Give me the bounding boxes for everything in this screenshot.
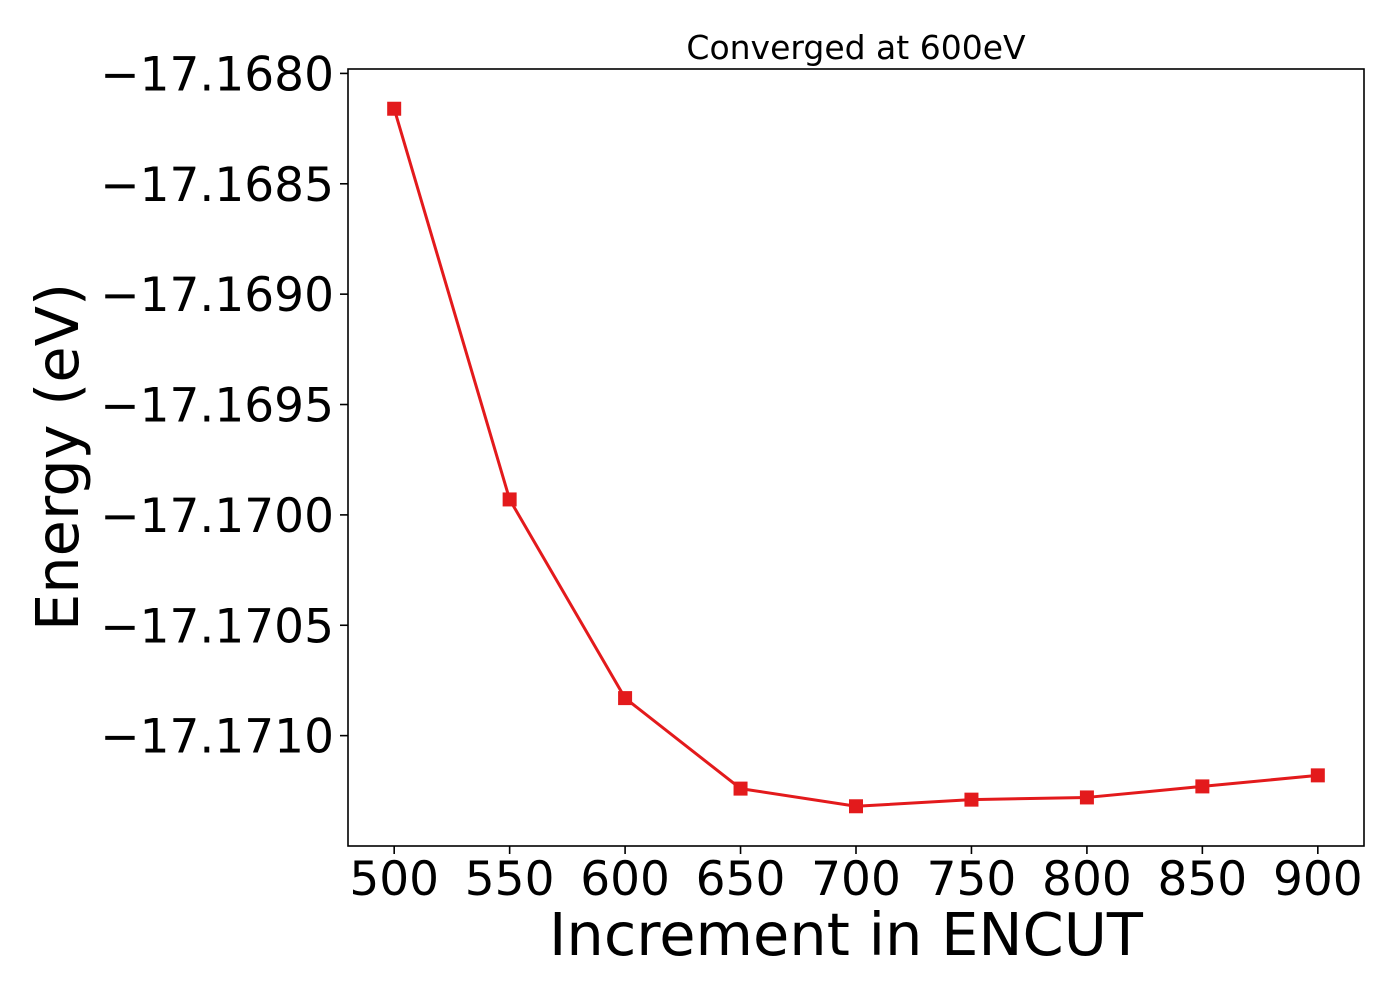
data-point-marker <box>964 792 979 807</box>
x-tick-label: 750 <box>927 852 1017 907</box>
y-tick-label: −17.1680 <box>100 47 334 102</box>
data-point-marker <box>502 492 517 507</box>
x-tick-label: 550 <box>465 852 555 907</box>
x-tick-label: 500 <box>349 852 439 907</box>
y-tick-label: −17.1685 <box>100 158 334 213</box>
y-tick-label: −17.1705 <box>100 599 334 654</box>
data-point-marker <box>618 691 633 706</box>
data-point-marker <box>1079 790 1094 805</box>
x-tick-label: 850 <box>1158 852 1248 907</box>
data-point-marker <box>733 781 748 796</box>
y-axis-label: Energy (eV) <box>23 283 92 631</box>
y-tick-label: −17.1690 <box>100 268 334 323</box>
y-axis-ticks: −17.1680 −17.1685 −17.1690 −17.1695 −17.1700… <box>100 47 348 765</box>
x-axis-label: Increment in ENCUT <box>549 900 1144 969</box>
plot-area-frame <box>347 68 1365 847</box>
data-point-marker <box>849 799 863 814</box>
x-tick-label: 600 <box>580 852 670 907</box>
series-line <box>392 108 1318 808</box>
x-tick-label: 900 <box>1273 852 1363 907</box>
x-tick-label: 650 <box>696 852 786 907</box>
chart-title: Converged at 600eV <box>686 28 1026 67</box>
data-point-marker <box>1195 779 1210 794</box>
data-point-marker <box>387 101 402 116</box>
y-tick-label: −17.1700 <box>100 489 334 544</box>
series-layer <box>387 101 1325 814</box>
y-tick-label: −17.1710 <box>100 710 334 765</box>
x-tick-label: 800 <box>1042 852 1132 907</box>
y-tick-label: −17.1695 <box>100 379 334 434</box>
data-point-marker <box>1310 768 1325 783</box>
x-tick-label: 700 <box>811 852 901 907</box>
x-axis-ticks: 500 550 600 650 700 750 800 850 900 <box>349 846 1363 907</box>
